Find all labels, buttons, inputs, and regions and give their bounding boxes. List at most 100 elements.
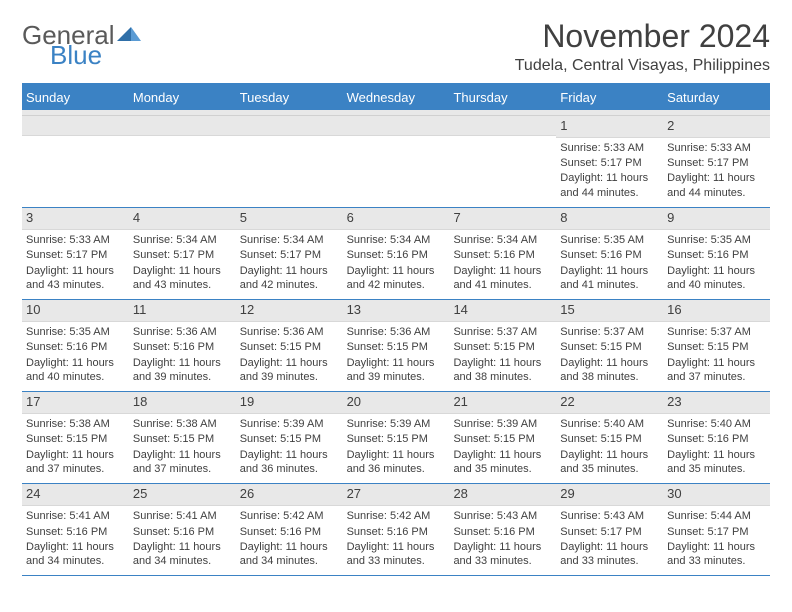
- logo-text-2: Blue: [50, 42, 141, 68]
- sunrise-text: Sunrise: 5:39 AM: [347, 417, 446, 431]
- day-cell: 12Sunrise: 5:36 AMSunset: 5:15 PMDayligh…: [236, 300, 343, 391]
- day-content: Sunrise: 5:36 AMSunset: 5:16 PMDaylight:…: [129, 322, 236, 391]
- daylight-text: Daylight: 11 hours and 38 minutes.: [560, 356, 659, 385]
- day-content: Sunrise: 5:39 AMSunset: 5:15 PMDaylight:…: [343, 414, 450, 483]
- header: General Blue November 2024 Tudela, Centr…: [22, 18, 770, 75]
- sunset-text: Sunset: 5:17 PM: [560, 525, 659, 539]
- day-number: 20: [343, 392, 450, 414]
- day-number: 26: [236, 484, 343, 506]
- day-number: 6: [343, 208, 450, 230]
- day-cell: 3Sunrise: 5:33 AMSunset: 5:17 PMDaylight…: [22, 208, 129, 299]
- day-number: 25: [129, 484, 236, 506]
- daylight-text: Daylight: 11 hours and 34 minutes.: [26, 540, 125, 569]
- day-number: 9: [663, 208, 770, 230]
- month-title: November 2024: [515, 18, 770, 55]
- sunset-text: Sunset: 5:16 PM: [667, 432, 766, 446]
- daylight-text: Daylight: 11 hours and 41 minutes.: [453, 264, 552, 293]
- sunrise-text: Sunrise: 5:34 AM: [347, 233, 446, 247]
- sunrise-text: Sunrise: 5:36 AM: [347, 325, 446, 339]
- daylight-text: Daylight: 11 hours and 35 minutes.: [453, 448, 552, 477]
- day-number: 14: [449, 300, 556, 322]
- day-content: Sunrise: 5:44 AMSunset: 5:17 PMDaylight:…: [663, 506, 770, 575]
- sunset-text: Sunset: 5:16 PM: [560, 248, 659, 262]
- sunrise-text: Sunrise: 5:42 AM: [347, 509, 446, 523]
- daylight-text: Daylight: 11 hours and 34 minutes.: [133, 540, 232, 569]
- sunset-text: Sunset: 5:16 PM: [240, 525, 339, 539]
- day-content: Sunrise: 5:43 AMSunset: 5:17 PMDaylight:…: [556, 506, 663, 575]
- weekday-header: Friday: [556, 85, 663, 110]
- day-cell: 22Sunrise: 5:40 AMSunset: 5:15 PMDayligh…: [556, 392, 663, 483]
- week-row: 3Sunrise: 5:33 AMSunset: 5:17 PMDaylight…: [22, 208, 770, 300]
- day-number: 16: [663, 300, 770, 322]
- empty-day-number: [449, 116, 556, 136]
- sunrise-text: Sunrise: 5:43 AM: [560, 509, 659, 523]
- sunrise-text: Sunrise: 5:41 AM: [133, 509, 232, 523]
- sunset-text: Sunset: 5:17 PM: [560, 156, 659, 170]
- daylight-text: Daylight: 11 hours and 42 minutes.: [347, 264, 446, 293]
- day-content: Sunrise: 5:33 AMSunset: 5:17 PMDaylight:…: [22, 230, 129, 299]
- day-cell: 13Sunrise: 5:36 AMSunset: 5:15 PMDayligh…: [343, 300, 450, 391]
- day-number: 8: [556, 208, 663, 230]
- sunrise-text: Sunrise: 5:35 AM: [26, 325, 125, 339]
- daylight-text: Daylight: 11 hours and 33 minutes.: [347, 540, 446, 569]
- day-number: 1: [556, 116, 663, 138]
- day-cell: 20Sunrise: 5:39 AMSunset: 5:15 PMDayligh…: [343, 392, 450, 483]
- day-number: 10: [22, 300, 129, 322]
- day-cell: 14Sunrise: 5:37 AMSunset: 5:15 PMDayligh…: [449, 300, 556, 391]
- empty-day-number: [22, 116, 129, 136]
- sunrise-text: Sunrise: 5:39 AM: [453, 417, 552, 431]
- day-number: 24: [22, 484, 129, 506]
- empty-day-number: [236, 116, 343, 136]
- sunrise-text: Sunrise: 5:33 AM: [560, 141, 659, 155]
- day-number: 30: [663, 484, 770, 506]
- day-content: Sunrise: 5:41 AMSunset: 5:16 PMDaylight:…: [22, 506, 129, 575]
- day-content: Sunrise: 5:43 AMSunset: 5:16 PMDaylight:…: [449, 506, 556, 575]
- day-cell: 26Sunrise: 5:42 AMSunset: 5:16 PMDayligh…: [236, 484, 343, 575]
- daylight-text: Daylight: 11 hours and 36 minutes.: [347, 448, 446, 477]
- sunset-text: Sunset: 5:16 PM: [26, 340, 125, 354]
- sunrise-text: Sunrise: 5:37 AM: [560, 325, 659, 339]
- sunset-text: Sunset: 5:15 PM: [26, 432, 125, 446]
- daylight-text: Daylight: 11 hours and 41 minutes.: [560, 264, 659, 293]
- day-cell: 16Sunrise: 5:37 AMSunset: 5:15 PMDayligh…: [663, 300, 770, 391]
- weekday-header-row: Sunday Monday Tuesday Wednesday Thursday…: [22, 85, 770, 110]
- day-content: Sunrise: 5:33 AMSunset: 5:17 PMDaylight:…: [663, 138, 770, 207]
- day-cell: [343, 116, 450, 207]
- day-cell: [449, 116, 556, 207]
- day-cell: 2Sunrise: 5:33 AMSunset: 5:17 PMDaylight…: [663, 116, 770, 207]
- day-cell: 25Sunrise: 5:41 AMSunset: 5:16 PMDayligh…: [129, 484, 236, 575]
- sunset-text: Sunset: 5:16 PM: [347, 248, 446, 262]
- sunset-text: Sunset: 5:15 PM: [560, 340, 659, 354]
- day-cell: [22, 116, 129, 207]
- day-content: Sunrise: 5:36 AMSunset: 5:15 PMDaylight:…: [343, 322, 450, 391]
- weekday-header: Monday: [129, 85, 236, 110]
- day-content: Sunrise: 5:37 AMSunset: 5:15 PMDaylight:…: [663, 322, 770, 391]
- logo: General Blue: [22, 22, 141, 68]
- daylight-text: Daylight: 11 hours and 37 minutes.: [26, 448, 125, 477]
- calendar: Sunday Monday Tuesday Wednesday Thursday…: [22, 83, 770, 576]
- daylight-text: Daylight: 11 hours and 37 minutes.: [133, 448, 232, 477]
- daylight-text: Daylight: 11 hours and 43 minutes.: [133, 264, 232, 293]
- day-content: Sunrise: 5:34 AMSunset: 5:17 PMDaylight:…: [236, 230, 343, 299]
- day-number: 21: [449, 392, 556, 414]
- day-content: Sunrise: 5:38 AMSunset: 5:15 PMDaylight:…: [22, 414, 129, 483]
- day-content: Sunrise: 5:40 AMSunset: 5:15 PMDaylight:…: [556, 414, 663, 483]
- sunset-text: Sunset: 5:15 PM: [347, 340, 446, 354]
- daylight-text: Daylight: 11 hours and 43 minutes.: [26, 264, 125, 293]
- weeks-container: 1Sunrise: 5:33 AMSunset: 5:17 PMDaylight…: [22, 116, 770, 576]
- title-block: November 2024 Tudela, Central Visayas, P…: [515, 18, 770, 75]
- sunrise-text: Sunrise: 5:39 AM: [240, 417, 339, 431]
- day-number: 3: [22, 208, 129, 230]
- day-number: 11: [129, 300, 236, 322]
- day-content: Sunrise: 5:34 AMSunset: 5:16 PM Daylight:…: [343, 230, 450, 299]
- day-content: Sunrise: 5:42 AMSunset: 5:16 PMDaylight:…: [343, 506, 450, 575]
- sunset-text: Sunset: 5:16 PM: [667, 248, 766, 262]
- day-cell: 29Sunrise: 5:43 AMSunset: 5:17 PMDayligh…: [556, 484, 663, 575]
- day-cell: [129, 116, 236, 207]
- empty-day-number: [129, 116, 236, 136]
- day-content: Sunrise: 5:37 AMSunset: 5:15 PMDaylight:…: [449, 322, 556, 391]
- day-number: 28: [449, 484, 556, 506]
- daylight-text: Daylight: 11 hours and 35 minutes.: [560, 448, 659, 477]
- daylight-text: Daylight: 11 hours and 39 minutes.: [133, 356, 232, 385]
- sunset-text: Sunset: 5:15 PM: [667, 340, 766, 354]
